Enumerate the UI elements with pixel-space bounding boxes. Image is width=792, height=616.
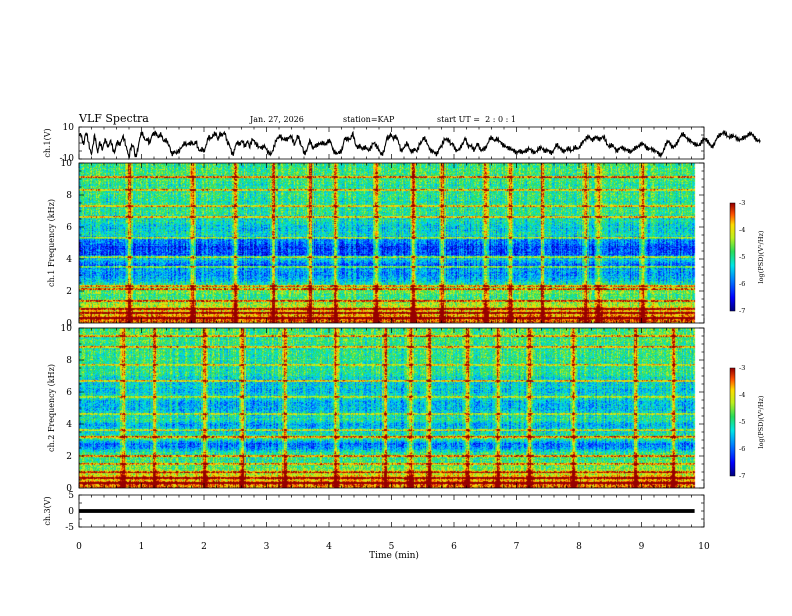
ch1-waveform-frame: [78, 126, 705, 160]
ch2-colorbar-label: log(PSD)(V²/Hz): [757, 395, 765, 448]
ch1-freq-tick-6: 6: [66, 223, 72, 233]
ch1-colorbar-tick-m7: -7: [739, 307, 745, 315]
ch2-colorbar-tick-m6: -6: [739, 445, 745, 453]
ch1-colorbar-tick-m4: -4: [739, 226, 745, 234]
time-tick-1: 1: [139, 542, 145, 552]
ch1-spectrogram-image: [79, 163, 704, 323]
ch1-colorbar-label: log(PSD)(V²/Hz): [757, 230, 765, 283]
ch2-freq-tick-0: 0: [66, 484, 72, 494]
ch3-waveform-band: [79, 509, 695, 513]
ch1-spectrogram-yticks: 0 2 4 6 8 10: [61, 159, 73, 329]
ch2-colorbar-tick-m5: -5: [739, 418, 745, 426]
ch2-colorbar-tick-m4: -4: [739, 391, 745, 399]
ch2-colorbar-tick-m3: -3: [739, 364, 745, 372]
ch2-spectrogram-ticks: [78, 327, 705, 489]
ch1-freq-tick-10: 10: [61, 159, 73, 169]
ch3-waveform-ticks: [78, 494, 705, 528]
time-tick-6: 6: [451, 542, 457, 552]
ch1-spectrogram-panel: 0 2 4 6 8 10 ch.1 Frequency (kHz) -3 -4 …: [47, 159, 765, 329]
ch2-freq-tick-2: 2: [66, 452, 72, 462]
time-tick-5: 5: [389, 542, 395, 552]
ch2-colorbar-tick-m7: -7: [739, 472, 745, 480]
time-tick-4: 4: [326, 542, 332, 552]
ch2-spectrogram-ylabel: ch.2 Frequency (kHz): [47, 364, 56, 452]
ch1-freq-tick-8: 8: [66, 191, 72, 201]
ch1-waveform-line: [78, 129, 761, 161]
ch1-colorbar-frame: [729, 202, 736, 312]
ch3-waveform-ylabel: ch.3(V): [43, 496, 52, 525]
ch1-ytick-top: 10: [63, 123, 75, 133]
time-tick-10: 10: [698, 542, 710, 552]
ch1-colorbar-tick-m5: -5: [739, 253, 745, 261]
ch1-freq-tick-2: 2: [66, 287, 72, 297]
ch2-spectrogram-panel: 0 2 4 6 8 10 ch.2 Frequency (kHz) -3 -4 …: [47, 324, 765, 494]
ch2-freq-tick-6: 6: [66, 388, 72, 398]
ch2-spectrogram-yticks: 0 2 4 6 8 10: [61, 324, 73, 494]
ch3-ytick-bottom: -5: [65, 523, 74, 533]
ch1-colorbar-tick-m6: -6: [739, 280, 745, 288]
ch1-waveform-ylabel: ch.1(V): [43, 128, 52, 157]
ch1-waveform-panel: 10 -10 ch.1(V): [43, 123, 761, 164]
time-tick-2: 2: [201, 542, 207, 552]
ch1-spectrogram-ylabel: ch.1 Frequency (kHz): [47, 199, 56, 287]
start-time-label: start UT = 2 : 0 : 1: [437, 115, 516, 124]
date-label: Jan. 27, 2026: [249, 115, 304, 124]
ch2-colorbar-frame: [729, 367, 736, 477]
time-tick-9: 9: [639, 542, 645, 552]
time-axis-tick-labels: 0 1 2 3 4 5 6 7 8 9 10: [76, 542, 710, 552]
time-tick-7: 7: [514, 542, 520, 552]
ch1-colorbar-tick-m3: -3: [739, 199, 745, 207]
ch1-spectrogram-ticks: [78, 162, 705, 324]
time-tick-3: 3: [264, 542, 270, 552]
ch3-ytick-mid: 0: [68, 507, 74, 517]
ch3-waveform-panel: 5 0 -5 ch.3(V) 0 1 2 3 4 5 6 7 8 9 10 Ti…: [43, 491, 710, 561]
time-tick-8: 8: [576, 542, 582, 552]
ch1-colorbar: [730, 203, 735, 311]
time-tick-0: 0: [76, 542, 82, 552]
figure-title: VLF Spectra: [78, 112, 149, 125]
ch2-freq-tick-10: 10: [61, 324, 73, 334]
ch1-freq-tick-0: 0: [66, 319, 72, 329]
time-axis-label: Time (min): [369, 550, 419, 561]
ch2-freq-tick-8: 8: [66, 356, 72, 366]
ch1-waveform-ticks: [78, 126, 705, 160]
ch2-spectrogram-image: [79, 328, 704, 488]
ch2-colorbar: [730, 368, 735, 476]
ch3-ytick-top: 5: [68, 491, 74, 501]
ch1-ytick-bottom: -10: [60, 154, 75, 164]
ch1-freq-tick-4: 4: [66, 255, 72, 265]
ch2-freq-tick-4: 4: [66, 420, 72, 430]
station-label: station=KAP: [343, 115, 395, 124]
